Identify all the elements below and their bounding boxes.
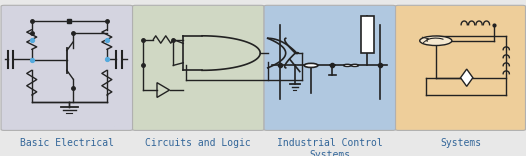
Text: Basic Electrical: Basic Electrical: [20, 138, 114, 148]
Text: Industrial Control
Systems: Industrial Control Systems: [277, 138, 383, 156]
FancyBboxPatch shape: [133, 5, 264, 130]
Circle shape: [420, 36, 452, 46]
Circle shape: [304, 63, 318, 67]
FancyBboxPatch shape: [1, 5, 133, 130]
Text: Systems: Systems: [440, 138, 481, 148]
Circle shape: [343, 64, 351, 66]
Text: Circuits and Logic: Circuits and Logic: [145, 138, 251, 148]
Circle shape: [351, 64, 359, 66]
FancyBboxPatch shape: [396, 5, 525, 130]
FancyBboxPatch shape: [264, 5, 396, 130]
Bar: [361, 16, 373, 53]
Circle shape: [296, 53, 298, 54]
Polygon shape: [461, 69, 473, 86]
